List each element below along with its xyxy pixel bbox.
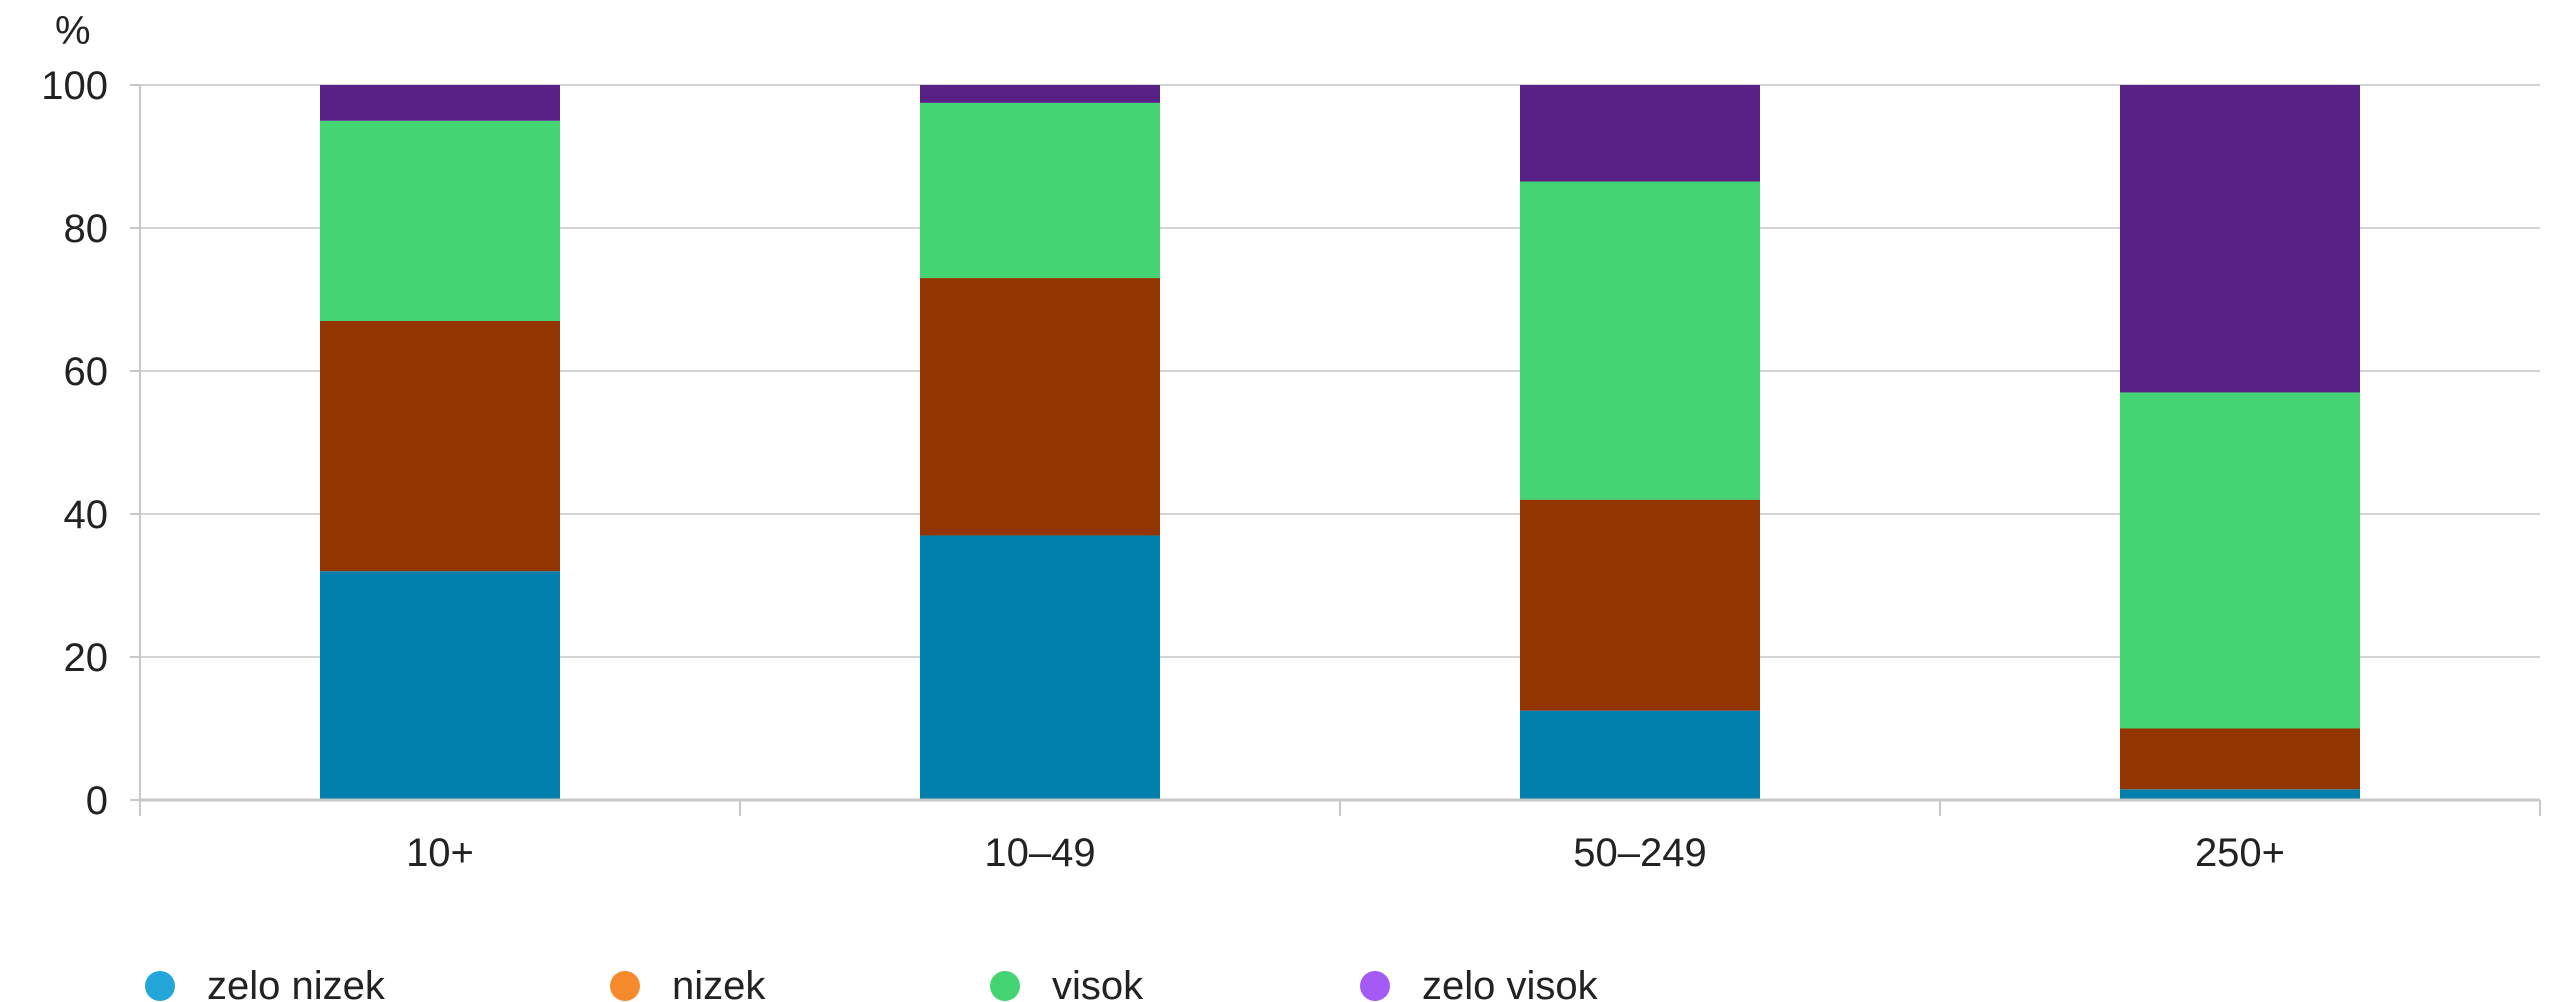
legend: zelo nizek nizek visok zelo visok [145, 964, 1599, 1002]
bar-segment [2120, 85, 2360, 393]
bar-segment [920, 85, 1160, 103]
legend-item: visok [990, 964, 1144, 1002]
bar-group [1520, 85, 1760, 800]
legend-marker [1360, 971, 1390, 1001]
legend-label: zelo nizek [207, 964, 386, 1002]
bar-segment [320, 120, 560, 321]
legend-label: nizek [672, 964, 766, 1002]
y-tick-label: 100 [41, 64, 108, 108]
legend-label: visok [1052, 964, 1144, 1002]
y-tick-label: 80 [64, 207, 109, 251]
y-unit-label: % [55, 9, 91, 53]
y-tick-label: 20 [64, 636, 109, 680]
bar-segment [920, 102, 1160, 279]
x-tick-label: 250+ [2195, 831, 2285, 875]
y-tick-label: 60 [64, 350, 109, 394]
legend-item: zelo visok [1360, 964, 1599, 1002]
bar-segment [1520, 710, 1760, 800]
bar-segment [2120, 789, 2360, 800]
x-tick-labels: 10+ 10–49 50–249 250+ [139, 800, 2541, 875]
legend-label: zelo visok [1422, 964, 1599, 1002]
bar-segment [2120, 728, 2360, 790]
bar-segment [2120, 392, 2360, 729]
x-tick-label: 50–249 [1573, 831, 1706, 875]
bar-segment [1520, 499, 1760, 711]
bar-segment [320, 85, 560, 121]
bar-segment [320, 571, 560, 800]
legend-item: zelo nizek [145, 964, 386, 1002]
bars [320, 85, 2360, 800]
x-tick-label: 10–49 [984, 831, 1095, 875]
bar-segment [1520, 85, 1760, 182]
legend-item: nizek [610, 964, 766, 1002]
bar-group [2120, 85, 2360, 800]
legend-marker [145, 971, 175, 1001]
y-tick-label: 40 [64, 493, 109, 537]
bar-segment [920, 278, 1160, 536]
bar-group [320, 85, 560, 800]
legend-marker [990, 971, 1020, 1001]
y-tick-labels: 0 20 40 60 80 100 [41, 64, 140, 823]
x-tick-label: 10+ [406, 831, 474, 875]
bar-segment [920, 535, 1160, 800]
bar-segment [1520, 181, 1760, 500]
bar-group [920, 85, 1160, 800]
y-tick-label: 0 [86, 779, 108, 823]
legend-marker [610, 971, 640, 1001]
bar-segment [320, 320, 560, 572]
